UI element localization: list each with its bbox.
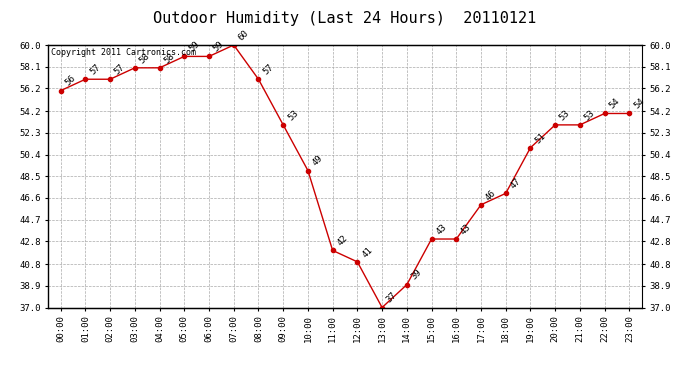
Text: 60: 60 (237, 28, 250, 42)
Text: 46: 46 (484, 188, 497, 202)
Text: 53: 53 (582, 108, 597, 122)
Text: 37: 37 (385, 291, 399, 305)
Text: Copyright 2011 Cartronics.com: Copyright 2011 Cartronics.com (51, 48, 196, 57)
Text: 53: 53 (286, 108, 300, 122)
Text: Outdoor Humidity (Last 24 Hours)  20110121: Outdoor Humidity (Last 24 Hours) 2011012… (153, 11, 537, 26)
Text: 51: 51 (533, 131, 547, 145)
Text: 39: 39 (410, 268, 424, 282)
Text: 54: 54 (607, 97, 622, 111)
Text: 57: 57 (262, 63, 275, 76)
Text: 58: 58 (137, 51, 152, 65)
Text: 41: 41 (360, 245, 374, 259)
Text: 59: 59 (212, 40, 226, 54)
Text: 42: 42 (335, 234, 349, 248)
Text: 56: 56 (63, 74, 77, 88)
Text: 57: 57 (88, 63, 102, 76)
Text: 53: 53 (558, 108, 572, 122)
Text: 49: 49 (310, 154, 325, 168)
Text: 57: 57 (113, 63, 127, 76)
Text: 47: 47 (509, 177, 522, 190)
Text: 59: 59 (187, 40, 201, 54)
Text: 58: 58 (162, 51, 177, 65)
Text: 54: 54 (632, 97, 646, 111)
Text: 43: 43 (434, 222, 448, 236)
Text: 43: 43 (459, 222, 473, 236)
